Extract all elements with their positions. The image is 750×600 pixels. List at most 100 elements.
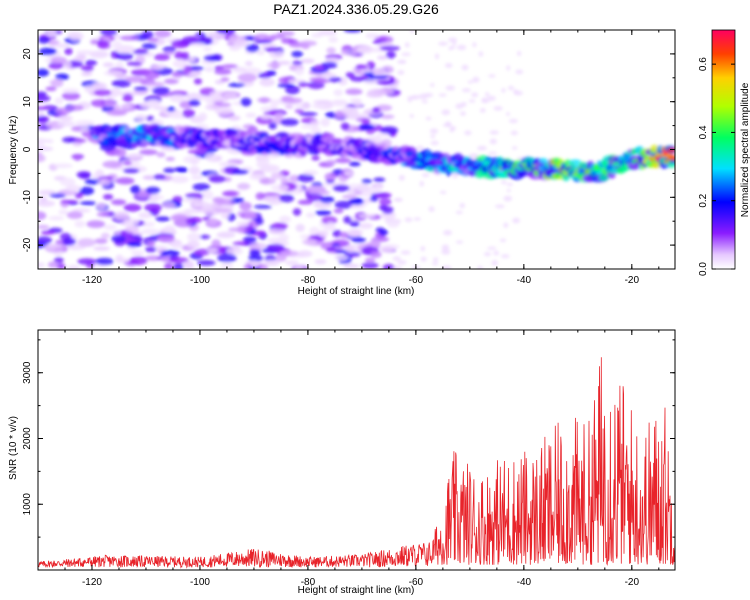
y-tick-label: 1000 xyxy=(22,493,33,516)
spectrogram-noise-blob xyxy=(356,185,371,192)
spectrogram-noise-blob xyxy=(459,202,465,209)
spectrogram-noise-blob xyxy=(356,46,375,54)
spectrogram-noise-blob xyxy=(198,36,213,43)
spectrogram-noise-blob xyxy=(203,46,212,52)
spectrogram-noise-blob xyxy=(236,220,250,228)
spectrogram-noise-blob xyxy=(115,254,124,263)
spectrogram-noise-blob xyxy=(421,100,428,104)
spectrogram-noise-blob xyxy=(441,248,451,255)
spectrogram-noise-blob xyxy=(404,42,410,48)
spectrogram-noise-blob xyxy=(218,161,237,167)
spectrogram-noise-blob xyxy=(62,88,80,94)
spectrogram-noise-blob xyxy=(94,89,112,97)
spectrogram-noise-blob xyxy=(124,153,144,159)
spectrogram-noise-blob xyxy=(487,246,497,250)
spectrogram-noise-blob xyxy=(375,132,390,138)
spectrogram-noise-blob xyxy=(317,30,338,36)
spectrogram-noise-blob xyxy=(478,51,484,57)
spectrogram-noise-blob xyxy=(123,217,140,226)
spectrogram-noise-blob xyxy=(341,194,357,199)
spectrogram-noise-blob xyxy=(259,177,276,185)
spectrogram-noise-blob xyxy=(66,211,83,220)
spectrogram-noise-blob xyxy=(55,107,71,116)
spectrogram-noise-blob xyxy=(145,186,161,195)
spectrogram-noise-blob xyxy=(444,121,452,128)
spectrogram-noise-blob xyxy=(115,148,127,158)
spectrogram-noise-blob xyxy=(38,142,46,147)
spectrogram-noise-blob xyxy=(444,63,453,68)
x-tick-label: -80 xyxy=(301,577,316,588)
spectrogram-noise-blob xyxy=(280,177,289,184)
spectrogram-noise-blob xyxy=(503,195,513,202)
spectrogram-noise-blob xyxy=(416,145,424,150)
spectrogram-noise-blob xyxy=(461,64,469,71)
spectrogram-noise-blob xyxy=(38,211,47,221)
spectrogram-noise-blob xyxy=(510,130,518,136)
spectrogram-noise-blob xyxy=(188,99,201,107)
spectrogram-noise-blob xyxy=(142,175,156,180)
spectrogram-noise-blob xyxy=(125,76,145,83)
spectrogram-noise-blob xyxy=(124,225,140,234)
spectrogram-noise-blob xyxy=(60,199,78,204)
spectrogram-noise-blob xyxy=(392,266,403,269)
spectrogram-noise-blob xyxy=(409,30,415,33)
spectrogram-noise-blob xyxy=(113,211,130,220)
spectrogram-noise-blob xyxy=(132,48,149,55)
spectrogram-noise-blob xyxy=(58,209,69,215)
spectrogram-noise-blob xyxy=(214,68,232,75)
spectrogram-noise-blob xyxy=(396,59,407,64)
spectrogram-noise-blob xyxy=(495,204,505,209)
spectrogram-noise-blob xyxy=(169,114,187,119)
spectrogram-noise-blob xyxy=(264,259,280,266)
spectrogram-noise-blob xyxy=(367,135,382,142)
spectrogram-noise-blob xyxy=(153,106,169,111)
colorbar-tick-label: 0.4 xyxy=(698,125,709,139)
spectrogram-noise-blob xyxy=(183,260,195,269)
spectrogram-ridge-blob xyxy=(568,159,583,168)
spectrogram-noise-blob xyxy=(73,153,82,161)
spectrogram-noise-blob xyxy=(191,202,206,208)
spectrogram-noise-blob xyxy=(310,119,320,126)
spectrogram-noise-blob xyxy=(481,97,487,103)
spectrogram-noise-blob xyxy=(50,43,69,48)
spectrogram-noise-blob xyxy=(173,263,184,269)
spectrogram-noise-blob xyxy=(229,45,241,51)
spectrogram-ridge-blob xyxy=(668,155,675,161)
spectrogram-noise-blob xyxy=(343,263,360,269)
spectrogram-noise-blob xyxy=(392,256,401,261)
spectrogram-noise-blob xyxy=(165,156,175,162)
spectrogram-noise-blob xyxy=(380,126,399,135)
spectrogram-noise-blob xyxy=(333,89,343,97)
spectrogram-noise-blob xyxy=(515,69,524,75)
spectrogram-noise-blob xyxy=(141,228,161,235)
spectrogram-noise-blob xyxy=(377,55,388,60)
spectrogram-noise-blob xyxy=(326,221,335,230)
spectrogram-noise-blob xyxy=(38,153,44,162)
spectrogram-noise-blob xyxy=(163,167,176,173)
spectrogram-noise-blob xyxy=(358,213,376,219)
spectrogram-noise-blob xyxy=(57,120,75,127)
spectrogram-noise-blob xyxy=(332,229,342,238)
spectrogram-noise-blob xyxy=(297,199,313,205)
spectrogram-noise-blob xyxy=(349,76,367,82)
colorbar-label: Normalized spectral amplitude xyxy=(740,82,750,217)
spectrogram-noise-blob xyxy=(331,100,349,107)
spectrogram-noise-blob xyxy=(95,169,104,177)
spectrogram-noise-blob xyxy=(110,87,122,97)
spectrogram-noise-blob xyxy=(332,184,350,192)
spectrogram-noise-blob xyxy=(242,81,254,86)
spectrogram-noise-blob xyxy=(79,186,95,196)
spectrogram-noise-blob xyxy=(198,234,211,240)
spectrogram-noise-blob xyxy=(185,92,203,102)
spectrogram-noise-blob xyxy=(208,175,226,183)
spectrogram-noise-blob xyxy=(242,236,257,243)
spectrogram-noise-blob xyxy=(220,77,230,82)
spectrogram-noise-blob xyxy=(90,99,110,108)
spectrogram-noise-blob xyxy=(340,122,350,131)
spectrogram-noise-blob xyxy=(171,71,184,78)
spectrogram-noise-blob xyxy=(62,237,76,246)
spectrogram-noise-blob xyxy=(364,71,375,78)
spectrogram-noise-blob xyxy=(511,146,518,150)
spectrogram-noise-blob xyxy=(249,242,267,249)
spectrogram-noise-blob xyxy=(355,64,368,70)
